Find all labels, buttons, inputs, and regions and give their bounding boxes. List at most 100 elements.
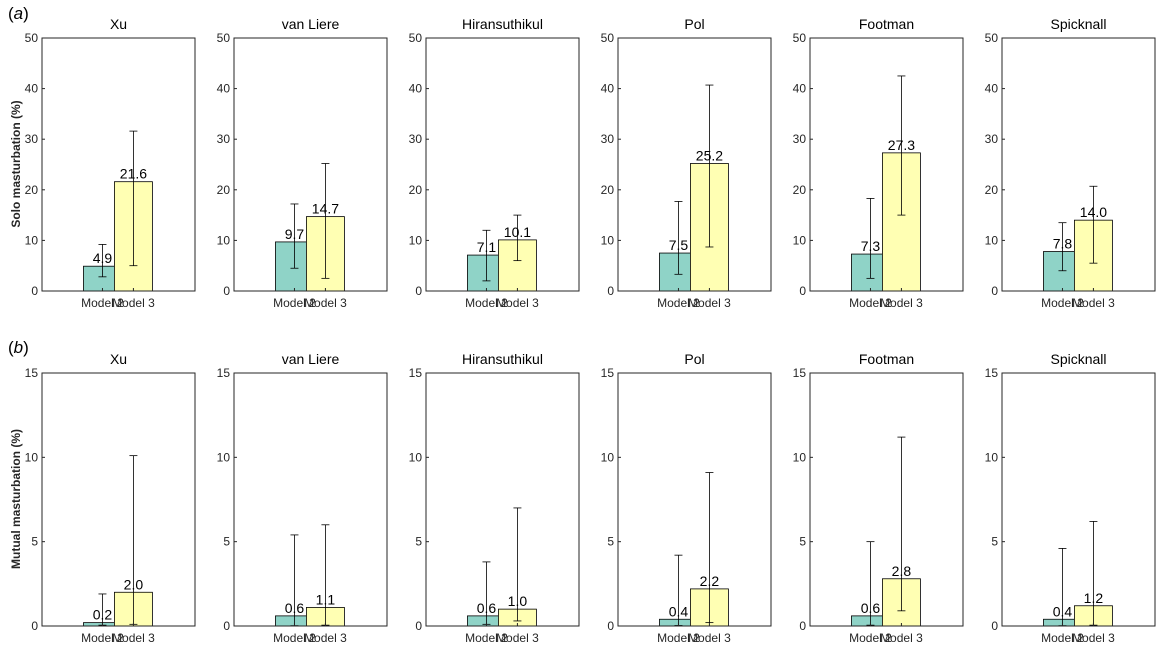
p10-xtick-label-1: Model 3 [880, 631, 923, 645]
p7-value-label-0: 0.6 [285, 600, 305, 616]
p2-xtick-label-1: Model 3 [496, 296, 539, 310]
p0-ytick-label-0: 0 [31, 284, 38, 298]
p0-xtick-label-1: Model 3 [112, 296, 155, 310]
p2-ytick-label-2: 20 [409, 183, 423, 197]
p7-title: van Liere [282, 351, 340, 367]
p2-ytick-label-3: 30 [409, 132, 423, 146]
p3-value-label-1: 25.2 [696, 147, 723, 163]
p6-xtick-label-1: Model 3 [112, 631, 155, 645]
p9-value-label-1: 2.2 [700, 573, 720, 589]
p10-ytick-label-3: 15 [793, 366, 807, 380]
p10-ytick-label-0: 0 [799, 619, 806, 633]
p8-ytick-label-3: 15 [409, 366, 423, 380]
p8-value-label-0: 0.6 [477, 600, 497, 616]
p4-ytick-label-1: 10 [793, 233, 807, 247]
panel-tag-b: (b) [8, 338, 29, 357]
p9-title: Pol [684, 351, 704, 367]
p7-value-label-1: 1.1 [316, 591, 336, 607]
p7-xtick-label-1: Model 3 [304, 631, 347, 645]
p9-value-label-0: 0.4 [669, 603, 689, 619]
p10-xtick-label-0: Model 2 [849, 631, 892, 645]
p5-xtick-label-1: Model 3 [1072, 296, 1115, 310]
p1-value-label-0: 9.7 [285, 226, 305, 242]
p5-title: Spicknall [1050, 16, 1106, 32]
p6-xtick-label-0: Model 2 [81, 631, 124, 645]
p0-title: Xu [110, 16, 127, 32]
p5-ytick-label-1: 10 [985, 233, 999, 247]
p1-ytick-label-0: 0 [223, 284, 230, 298]
p9-axes-box [617, 372, 772, 627]
panel-tag-a-letter: a [13, 4, 24, 23]
panel-tag-b-letter: b [13, 338, 24, 357]
p10-ytick-label-1: 5 [799, 535, 806, 549]
p5-axes-box [1001, 37, 1156, 292]
p8-ytick-label-0: 0 [415, 619, 422, 633]
p2-value-label-0: 7.1 [477, 239, 497, 255]
p3-title: Pol [684, 16, 704, 32]
p4-title: Footman [859, 16, 914, 32]
p8-value-label-1: 1.0 [508, 593, 528, 609]
p1-ytick-label-2: 20 [217, 183, 231, 197]
p4-ytick-label-0: 0 [799, 284, 806, 298]
p11-axes-box [1001, 372, 1156, 627]
p8-title: Hiransuthikul [462, 351, 543, 367]
p8-xtick-label-0: Model 2 [465, 631, 508, 645]
p6-ytick-label-1: 5 [31, 535, 38, 549]
p7-ytick-label-0: 0 [223, 619, 230, 633]
p11-value-label-1: 1.2 [1084, 590, 1104, 606]
p1-xtick-label-1: Model 3 [304, 296, 347, 310]
p7-axes-box [233, 372, 388, 627]
p9-xtick-label-1: Model 3 [688, 631, 731, 645]
p4-ytick-label-2: 20 [793, 183, 807, 197]
p0-value-label-1: 21.6 [120, 166, 147, 182]
p4-ytick-label-5: 50 [793, 31, 807, 45]
p5-value-label-1: 14.0 [1080, 204, 1107, 220]
p9-xtick-label-0: Model 2 [657, 631, 700, 645]
p4-ytick-label-3: 30 [793, 132, 807, 146]
p3-axes-box [617, 37, 772, 292]
p1-value-label-1: 14.7 [312, 201, 339, 217]
p8-ytick-label-1: 5 [415, 535, 422, 549]
p1-ytick-label-1: 10 [217, 233, 231, 247]
p5-ytick-label-0: 0 [991, 284, 998, 298]
p10-axes-box [809, 372, 964, 627]
p0-ytick-label-3: 30 [25, 132, 39, 146]
p3-ytick-label-1: 10 [601, 233, 615, 247]
p3-xtick-label-1: Model 3 [688, 296, 731, 310]
p3-xtick-label-0: Model 2 [657, 296, 700, 310]
p7-ytick-label-2: 10 [217, 450, 231, 464]
p6-title: Xu [110, 351, 127, 367]
p4-xtick-label-1: Model 3 [880, 296, 923, 310]
p3-ytick-label-5: 50 [601, 31, 615, 45]
p1-title: van Liere [282, 16, 340, 32]
p1-ytick-label-5: 50 [217, 31, 231, 45]
p0-ytick-label-4: 40 [25, 82, 39, 96]
p4-xtick-label-0: Model 2 [849, 296, 892, 310]
p2-ytick-label-4: 40 [409, 82, 423, 96]
p11-ytick-label-2: 10 [985, 450, 999, 464]
p10-value-label-0: 0.6 [861, 600, 881, 616]
p8-ytick-label-2: 10 [409, 450, 423, 464]
p8-xtick-label-1: Model 3 [496, 631, 539, 645]
p10-value-label-1: 2.8 [892, 563, 912, 579]
p11-ytick-label-1: 5 [991, 535, 998, 549]
p5-xtick-label-0: Model 2 [1041, 296, 1084, 310]
p0-ytick-label-1: 10 [25, 233, 39, 247]
p1-axes-box [233, 37, 388, 292]
p2-ytick-label-5: 50 [409, 31, 423, 45]
p4-ytick-label-4: 40 [793, 82, 807, 96]
p8-axes-box [425, 372, 580, 627]
p1-ytick-label-3: 30 [217, 132, 231, 146]
p11-xtick-label-1: Model 3 [1072, 631, 1115, 645]
p11-ytick-label-0: 0 [991, 619, 998, 633]
p11-value-label-0: 0.4 [1053, 603, 1073, 619]
p2-axes-box [425, 37, 580, 292]
p4-value-label-0: 7.3 [861, 238, 881, 254]
p5-ytick-label-4: 40 [985, 82, 999, 96]
p2-xtick-label-0: Model 2 [465, 296, 508, 310]
p9-ytick-label-1: 5 [607, 535, 614, 549]
panel-tag-a: (a) [8, 4, 29, 23]
p3-ytick-label-4: 40 [601, 82, 615, 96]
p7-xtick-label-0: Model 2 [273, 631, 316, 645]
